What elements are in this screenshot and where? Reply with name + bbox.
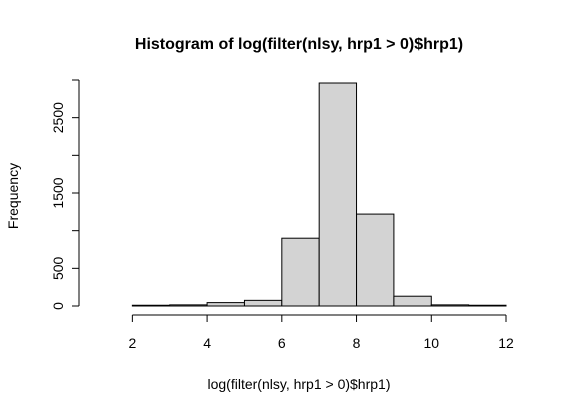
y-tick-label-1500: 1500 xyxy=(50,177,66,208)
histogram-bar-4 xyxy=(243,299,283,307)
x-tick-label-6: 6 xyxy=(278,335,286,351)
histogram-bar-6 xyxy=(318,82,358,307)
histogram-bar-8 xyxy=(393,295,432,307)
x-tick-label-12: 12 xyxy=(498,335,514,351)
histogram-bar-10 xyxy=(468,304,507,307)
y-tick-label-500: 500 xyxy=(50,256,66,280)
x-tick-label-8: 8 xyxy=(353,335,361,351)
y-axis: 0 500 1500 2500 xyxy=(50,79,80,310)
histogram-bars xyxy=(131,82,507,307)
x-tick-label-10: 10 xyxy=(423,335,439,351)
histogram-bar-2 xyxy=(169,304,208,307)
histogram-bar-5 xyxy=(281,237,320,307)
histogram-bar-7 xyxy=(356,213,395,307)
y-tick-label-2500: 2500 xyxy=(50,102,66,133)
x-tick-label-4: 4 xyxy=(203,335,211,351)
chart-title: Histogram of log(filter(nlsy, hrp1 > 0)$… xyxy=(135,36,463,53)
y-tick-label-0: 0 xyxy=(50,302,66,310)
x-axis-label: log(filter(nlsy, hrp1 > 0)$hrp1) xyxy=(208,376,391,392)
histogram-bar-3 xyxy=(206,302,245,307)
x-axis: 2 4 6 8 10 12 xyxy=(128,314,514,351)
histogram-bar-1 xyxy=(131,304,171,307)
histogram-bar-9 xyxy=(430,304,470,307)
x-tick-label-2: 2 xyxy=(128,335,136,351)
y-axis-label: Frequency xyxy=(5,163,21,229)
